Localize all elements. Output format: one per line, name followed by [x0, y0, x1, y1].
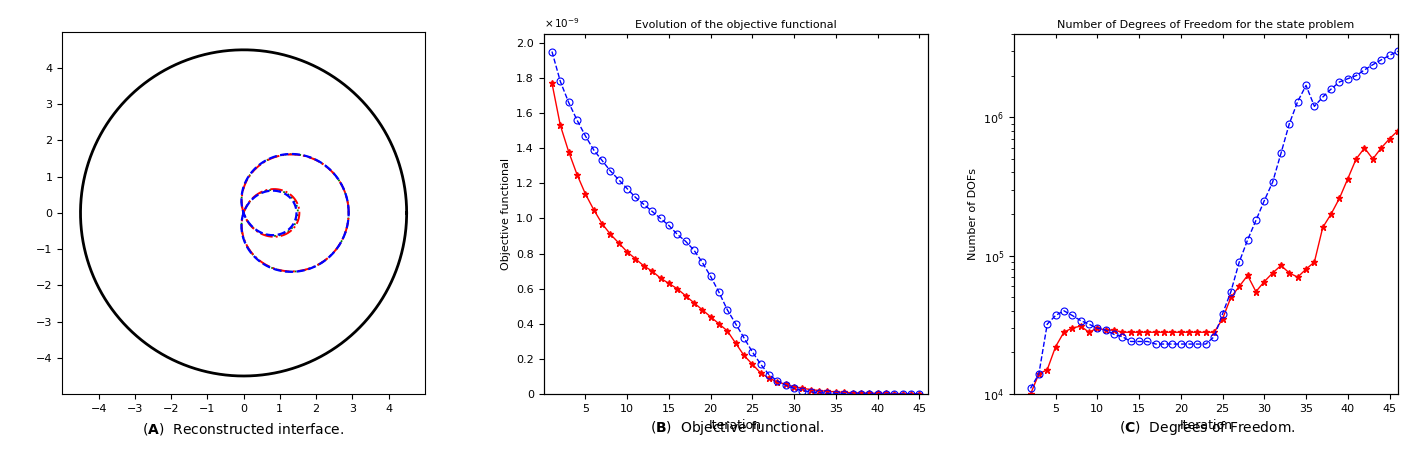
X-axis label: Iteration: Iteration — [1179, 419, 1233, 432]
Text: $\times\,10^{-9}$: $\times\,10^{-9}$ — [544, 17, 579, 30]
Y-axis label: Number of DOFs: Number of DOFs — [967, 168, 977, 260]
Text: $(\mathbf{A})$  Reconstructed interface.: $(\mathbf{A})$ Reconstructed interface. — [141, 421, 345, 437]
X-axis label: Iteration: Iteration — [709, 419, 762, 432]
Text: $(\mathbf{C})$  Degrees of Freedom.: $(\mathbf{C})$ Degrees of Freedom. — [1118, 419, 1296, 437]
Title: Number of Degrees of Freedom for the state problem: Number of Degrees of Freedom for the sta… — [1058, 20, 1354, 30]
Text: $(\mathbf{B})$  Objective functional.: $(\mathbf{B})$ Objective functional. — [650, 419, 825, 437]
Y-axis label: Objective functional: Objective functional — [501, 158, 511, 270]
Title: Evolution of the objective functional: Evolution of the objective functional — [635, 20, 836, 30]
